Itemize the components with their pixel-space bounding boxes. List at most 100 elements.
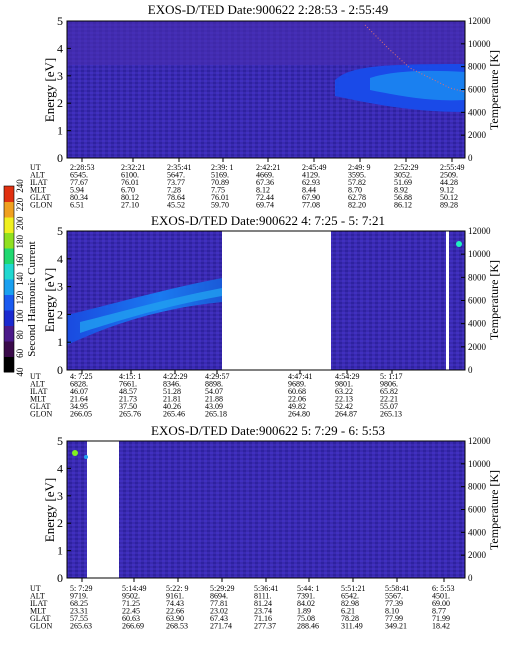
table-cell: 72.44 <box>256 193 274 202</box>
table-cell: 6.21 <box>341 607 355 616</box>
ytick-label: 5 <box>57 434 63 448</box>
table-cell: 77.67 <box>70 178 88 187</box>
ytick-label: 3 <box>57 280 63 294</box>
table-cell: 9719. <box>70 592 88 601</box>
table-cell: 3595. <box>348 171 366 180</box>
table-cell: 8.10 <box>385 607 399 616</box>
table-cell: 21.64 <box>70 395 88 404</box>
table-cell: 63.22 <box>335 387 353 396</box>
table-cell: 9161. <box>166 592 184 601</box>
row-label-glon: GLON <box>30 410 52 419</box>
y2tick-label: 2000 <box>468 130 487 140</box>
table-cell: 67.36 <box>256 178 274 187</box>
y2tick-label: 6000 <box>468 505 487 515</box>
colorbar-segment <box>4 310 14 326</box>
y2tick-label: 8000 <box>468 482 487 492</box>
table-cell: 69.74 <box>256 201 274 210</box>
y2tick-label: 6000 <box>468 296 487 306</box>
ytick-label: 0 <box>57 151 63 165</box>
table-cell: 22.21 <box>380 395 398 404</box>
table-cell: 265.76 <box>119 410 141 419</box>
table-cell: 48.57 <box>119 387 137 396</box>
y2tick-label: 4000 <box>468 107 487 117</box>
table-cell: 82.20 <box>348 201 366 210</box>
table-cell: 62.93 <box>302 178 320 187</box>
table-cell: 6828. <box>70 380 88 389</box>
panel-3: EXOS-D/TED Date:900622 5: 7:29 - 6: 5:53… <box>30 423 501 631</box>
table-cell: 67.43 <box>210 614 228 623</box>
table-cell: 4:47:41 <box>288 372 312 381</box>
y2tick-label: 6000 <box>468 85 487 95</box>
table-cell: 2:28:53 <box>70 163 94 172</box>
row-label-glon: GLON <box>30 201 52 210</box>
table-cell: 63.90 <box>166 614 184 623</box>
colorbar-segment <box>4 248 14 264</box>
panel-2-ion-band-core <box>80 288 222 333</box>
colorbar-ticks: 40 60 80 100 120 140 160 180 200 220 240 <box>15 179 25 377</box>
table-cell: 5169. <box>211 171 229 180</box>
ytick-label: 2 <box>57 307 63 321</box>
panel-3-title: EXOS-D/TED Date:900622 5: 7:29 - 6: 5:53 <box>151 423 385 438</box>
table-cell: 8.92 <box>394 186 408 195</box>
row-label-ilat: ILAT <box>30 387 47 396</box>
colorbar-segment <box>4 217 14 233</box>
ytick-label: 4 <box>57 252 63 266</box>
panel-1-y2label: Temperature [K] <box>487 50 501 130</box>
table-cell: 54.07 <box>205 387 223 396</box>
table-cell: 51.28 <box>163 387 181 396</box>
table-cell: 23.31 <box>70 607 88 616</box>
colorbar-segment <box>4 356 14 373</box>
table-cell: 5:22: 9 <box>166 584 188 593</box>
table-cell: 45.52 <box>167 201 185 210</box>
row-label-alt: ALT <box>30 592 45 601</box>
colorbar-label: Second Harmonic Current <box>26 241 38 356</box>
table-cell: 5:36:41 <box>254 584 278 593</box>
y2tick-label: 12000 <box>468 436 491 446</box>
table-cell: 265.18 <box>205 410 227 419</box>
table-cell: 22.45 <box>122 607 140 616</box>
colorbar-scale <box>3 185 15 373</box>
table-cell: 4669. <box>256 171 274 180</box>
table-cell: 8.77 <box>432 607 446 616</box>
row-label-ut: UT <box>30 584 41 593</box>
table-cell: 82.98 <box>341 599 359 608</box>
panel-1-ylabel: Energy [eV] <box>42 58 57 122</box>
table-cell: 288.46 <box>297 622 319 631</box>
table-cell: 67.90 <box>302 193 320 202</box>
table-cell: 6: 5:53 <box>432 584 454 593</box>
ytick-label: 0 <box>57 571 63 585</box>
colorbar-tick-label: 120 <box>15 290 25 304</box>
table-cell: 56.88 <box>394 193 412 202</box>
table-cell: 27.10 <box>121 201 139 210</box>
table-cell: 59.70 <box>211 201 229 210</box>
table-cell: 265.63 <box>70 622 92 631</box>
table-cell: 6100. <box>121 171 139 180</box>
panel-2-yaxis-ticks: 0 1 2 3 4 5 <box>57 224 71 377</box>
table-cell: 266.69 <box>122 622 144 631</box>
table-cell: 78.28 <box>341 614 359 623</box>
row-label-ilat: ILAT <box>30 599 47 608</box>
table-cell: 21.88 <box>205 395 223 404</box>
table-cell: 2:42:21 <box>256 163 280 172</box>
table-cell: 23.02 <box>210 607 228 616</box>
table-cell: 73.77 <box>167 178 185 187</box>
table-cell: 9806. <box>380 380 398 389</box>
colorbar-tick-label: 40 <box>15 367 25 377</box>
table-cell: 5567. <box>385 592 403 601</box>
table-cell: 34.95 <box>70 402 88 411</box>
table-cell: 44.28 <box>440 178 458 187</box>
panel-1: EXOS-D/TED Date:900622 2:28:53 - 2:55:49… <box>30 2 501 210</box>
row-label-glat: GLAT <box>30 402 51 411</box>
table-cell: 7.28 <box>167 186 181 195</box>
row-label-mlt: MLT <box>30 186 46 195</box>
table-cell: 8.70 <box>348 186 362 195</box>
table-cell: 349.21 <box>385 622 407 631</box>
table-cell: 4501. <box>432 592 450 601</box>
table-cell: 81.24 <box>254 599 272 608</box>
table-cell: 4:15: 1 <box>119 372 141 381</box>
table-cell: 5:29:29 <box>210 584 234 593</box>
table-cell: 8.44 <box>302 186 316 195</box>
table-cell: 4:29:57 <box>205 372 229 381</box>
colorbar-tick-label: 180 <box>15 235 25 249</box>
table-cell: 5:44: 1 <box>297 584 319 593</box>
